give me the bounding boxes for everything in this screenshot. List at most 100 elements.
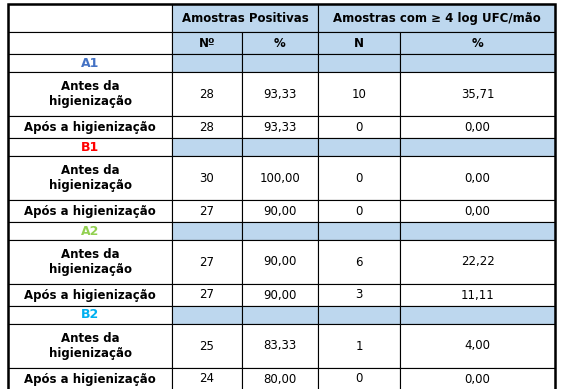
Bar: [400, 222, 555, 240]
Bar: [8, 4, 172, 32]
Bar: [242, 32, 318, 54]
Text: 80,00: 80,00: [263, 373, 297, 385]
Bar: [242, 240, 318, 284]
Text: 30: 30: [200, 172, 215, 184]
Bar: [242, 116, 318, 138]
Bar: [242, 222, 318, 240]
Bar: [172, 222, 242, 240]
Bar: [8, 32, 172, 54]
Text: 1: 1: [355, 340, 363, 352]
Text: 83,33: 83,33: [263, 340, 297, 352]
Bar: [8, 306, 172, 324]
Bar: [8, 284, 172, 306]
Text: 3: 3: [355, 289, 363, 301]
Text: 35,71: 35,71: [461, 88, 494, 100]
Bar: [242, 324, 318, 368]
Bar: [242, 284, 318, 306]
Text: 27: 27: [199, 205, 215, 217]
Bar: [8, 222, 172, 240]
Text: 27: 27: [199, 256, 215, 268]
Bar: [318, 4, 555, 32]
Bar: [172, 284, 242, 306]
Bar: [172, 200, 242, 222]
Bar: [400, 284, 555, 306]
Bar: [172, 240, 242, 284]
Bar: [318, 368, 400, 389]
Text: 90,00: 90,00: [263, 256, 297, 268]
Text: 22,22: 22,22: [461, 256, 494, 268]
Text: 90,00: 90,00: [263, 289, 297, 301]
Text: Antes da
higienização: Antes da higienização: [48, 80, 132, 108]
Text: 10: 10: [351, 88, 367, 100]
Bar: [318, 32, 400, 54]
Text: Antes da
higienização: Antes da higienização: [48, 164, 132, 192]
Text: 6: 6: [355, 256, 363, 268]
Text: 4,00: 4,00: [464, 340, 490, 352]
Text: %: %: [274, 37, 286, 49]
Bar: [8, 240, 172, 284]
Bar: [400, 324, 555, 368]
Text: Após a higienização: Após a higienização: [24, 373, 156, 385]
Bar: [400, 138, 555, 156]
Bar: [8, 368, 172, 389]
Text: 28: 28: [199, 121, 215, 133]
Text: B1: B1: [81, 140, 99, 154]
Text: 0: 0: [355, 172, 363, 184]
Bar: [400, 306, 555, 324]
Text: 28: 28: [199, 88, 215, 100]
Bar: [172, 368, 242, 389]
Text: 0,00: 0,00: [464, 205, 490, 217]
Bar: [318, 200, 400, 222]
Bar: [8, 156, 172, 200]
Text: 90,00: 90,00: [263, 205, 297, 217]
Bar: [242, 200, 318, 222]
Bar: [8, 200, 172, 222]
Bar: [318, 138, 400, 156]
Text: A1: A1: [81, 56, 99, 70]
Text: Após a higienização: Após a higienização: [24, 121, 156, 133]
Text: 0,00: 0,00: [464, 373, 490, 385]
Text: 0: 0: [355, 121, 363, 133]
Text: A2: A2: [81, 224, 99, 238]
Text: 100,00: 100,00: [260, 172, 301, 184]
Bar: [172, 306, 242, 324]
Bar: [172, 54, 242, 72]
Text: 0: 0: [355, 373, 363, 385]
Bar: [8, 72, 172, 116]
Text: N: N: [354, 37, 364, 49]
Bar: [172, 324, 242, 368]
Bar: [318, 72, 400, 116]
Text: Após a higienização: Após a higienização: [24, 289, 156, 301]
Text: 27: 27: [199, 289, 215, 301]
Bar: [172, 4, 318, 32]
Bar: [8, 116, 172, 138]
Bar: [318, 54, 400, 72]
Bar: [8, 54, 172, 72]
Bar: [318, 222, 400, 240]
Bar: [318, 284, 400, 306]
Bar: [318, 324, 400, 368]
Bar: [172, 72, 242, 116]
Text: Antes da
higienização: Antes da higienização: [48, 332, 132, 360]
Bar: [400, 72, 555, 116]
Bar: [172, 32, 242, 54]
Text: 11,11: 11,11: [461, 289, 494, 301]
Text: Nº: Nº: [199, 37, 215, 49]
Text: Amostras com ≥ 4 log UFC/mão: Amostras com ≥ 4 log UFC/mão: [333, 12, 540, 25]
Bar: [318, 240, 400, 284]
Bar: [400, 368, 555, 389]
Bar: [242, 54, 318, 72]
Bar: [400, 200, 555, 222]
Text: Após a higienização: Após a higienização: [24, 205, 156, 217]
Text: Amostras Positivas: Amostras Positivas: [182, 12, 309, 25]
Bar: [400, 156, 555, 200]
Bar: [318, 116, 400, 138]
Text: 93,33: 93,33: [263, 88, 297, 100]
Bar: [172, 156, 242, 200]
Bar: [172, 138, 242, 156]
Text: Antes da
higienização: Antes da higienização: [48, 248, 132, 276]
Bar: [318, 306, 400, 324]
Bar: [242, 156, 318, 200]
Text: 0,00: 0,00: [464, 121, 490, 133]
Text: 93,33: 93,33: [263, 121, 297, 133]
